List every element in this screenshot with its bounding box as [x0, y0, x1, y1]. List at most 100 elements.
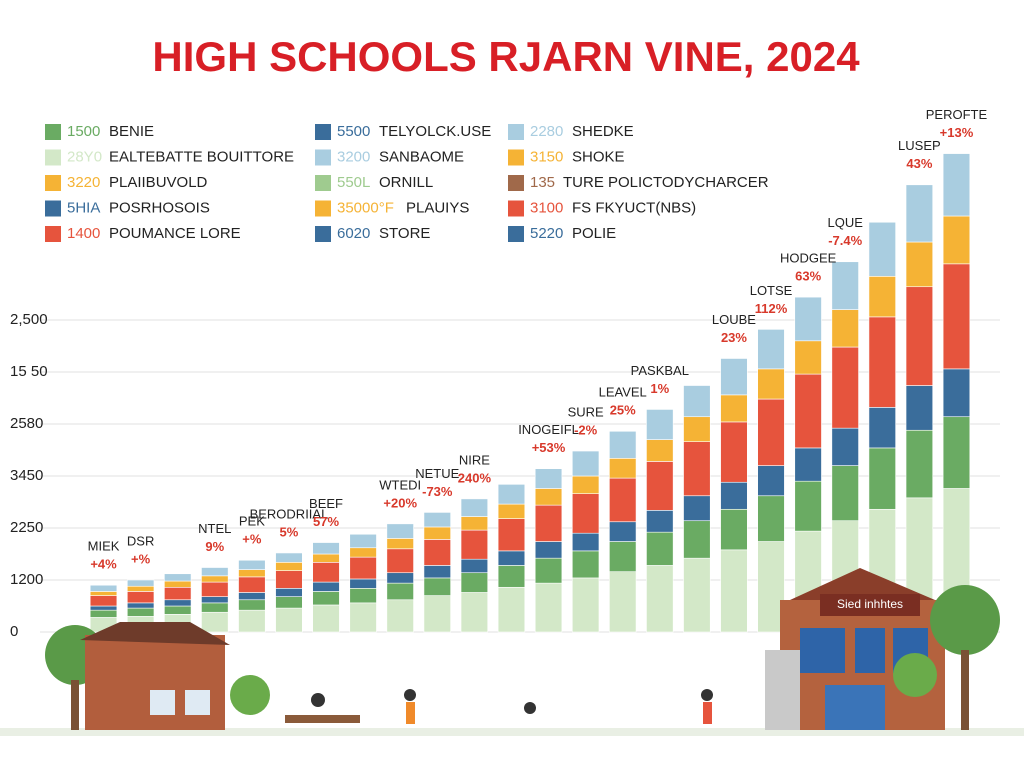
legend-swatch: [45, 200, 61, 217]
legend-code: 135: [530, 174, 555, 191]
legend-label: POLIE: [572, 225, 616, 242]
bar-segment: [794, 447, 822, 482]
bar-segment: [126, 607, 155, 617]
legend-label: FS FKYUCT(NBS): [572, 199, 696, 216]
bar-segment: [609, 521, 637, 542]
bar-segment: [423, 512, 451, 528]
annotation-change: 57%: [313, 514, 339, 529]
bar-segment: [831, 346, 859, 429]
bar-segment: [238, 609, 266, 633]
person: [524, 702, 536, 714]
annotation-change: 25%: [610, 403, 636, 418]
bar-segment: [571, 550, 600, 579]
bar-segment: [868, 316, 896, 408]
bar-segment: [720, 508, 748, 551]
annex: [765, 650, 800, 730]
legend-code: 3220: [67, 174, 100, 191]
bar-segment: [534, 488, 563, 506]
bar-segment: [89, 595, 118, 607]
bar-segment: [312, 553, 340, 563]
bar-segment: [386, 582, 414, 601]
legend-label: ORNILL: [379, 174, 433, 191]
tree: [893, 653, 937, 697]
bar-segment: [349, 533, 377, 549]
legend-label: STORE: [379, 225, 430, 242]
bar-segment: [646, 510, 674, 533]
sign-text: Sied inhhtes: [837, 597, 903, 611]
bar-segment: [905, 286, 934, 386]
bar-segment: [275, 562, 303, 571]
bar-segment: [720, 394, 748, 423]
bar-segment: [942, 416, 971, 489]
bar-segment: [868, 221, 896, 277]
bar-segment: [275, 596, 303, 609]
bar-segment: [609, 458, 637, 479]
person: [703, 702, 712, 724]
bar-segment: [460, 558, 489, 574]
bar-segment: [683, 557, 711, 633]
bar-segment: [201, 602, 229, 613]
annotation-label: NTEL: [198, 521, 231, 536]
bar-segment: [646, 461, 674, 511]
bar-segment: [201, 581, 229, 597]
bar-segment: [831, 427, 859, 466]
bar-segment: [164, 580, 192, 588]
bar-segment: [905, 241, 934, 288]
annotation-label: LQUE: [828, 215, 864, 230]
bar-segment: [794, 480, 822, 532]
annotation-label: NETUE: [415, 466, 459, 481]
bar-segment: [164, 599, 192, 607]
bar-segment: [89, 609, 118, 618]
bar-segment: [238, 599, 266, 611]
y-tick-label: 2580: [10, 415, 43, 432]
bar-segment: [794, 373, 822, 449]
annotation-change: 112%: [755, 301, 788, 316]
y-tick-label: 2,500: [10, 311, 48, 328]
window: [855, 628, 885, 673]
bar-segment: [275, 552, 303, 563]
bar-segment: [164, 573, 192, 582]
bar-segment: [460, 516, 489, 531]
bar-segment: [868, 276, 896, 318]
bar-segment: [646, 439, 674, 462]
y-tick-label: 0: [10, 623, 18, 640]
bar-segment: [460, 498, 489, 517]
annotation-change: +53%: [532, 440, 566, 455]
legend-code: 550L: [337, 174, 370, 191]
annotation-label: LOTSE: [750, 283, 793, 298]
bar-segment: [238, 559, 266, 570]
bar-segment: [720, 421, 748, 483]
bench: [285, 715, 360, 723]
legend-code: 5500: [337, 123, 370, 140]
legend-label: EALTEBATTE BOUITTORE: [109, 148, 294, 165]
bar-segment: [942, 215, 971, 265]
annotation-change: +4%: [90, 557, 117, 572]
bar-segment: [683, 385, 711, 418]
bar-segment: [386, 548, 414, 574]
bar-segment: [423, 539, 451, 566]
legend-swatch: [315, 149, 331, 166]
annotation-label: PEK: [239, 514, 265, 529]
house: [85, 635, 225, 730]
bar-segment: [757, 541, 785, 633]
bar-segment: [201, 611, 229, 633]
bar-segment: [126, 602, 155, 609]
bar-segment: [683, 495, 711, 522]
bar-segment: [757, 398, 785, 466]
annotation-change: -2%: [574, 422, 598, 437]
bar-segment: [571, 577, 600, 633]
annotation-change: 9%: [205, 539, 224, 554]
bar-segment: [905, 385, 934, 431]
person: [404, 689, 416, 701]
bar-segment: [757, 495, 785, 542]
bar-segment: [646, 565, 674, 633]
bar-segment: [757, 465, 785, 497]
annotation-change: 5%: [280, 524, 299, 539]
bar-segment: [312, 562, 340, 583]
legend-label: POSRHOSOIS: [109, 199, 210, 216]
bar-segment: [571, 532, 600, 552]
legend-swatch: [315, 200, 331, 217]
annotation-label: BERODRIIAL: [250, 506, 329, 521]
bar-segment: [89, 605, 118, 611]
sign-board: [820, 594, 920, 616]
